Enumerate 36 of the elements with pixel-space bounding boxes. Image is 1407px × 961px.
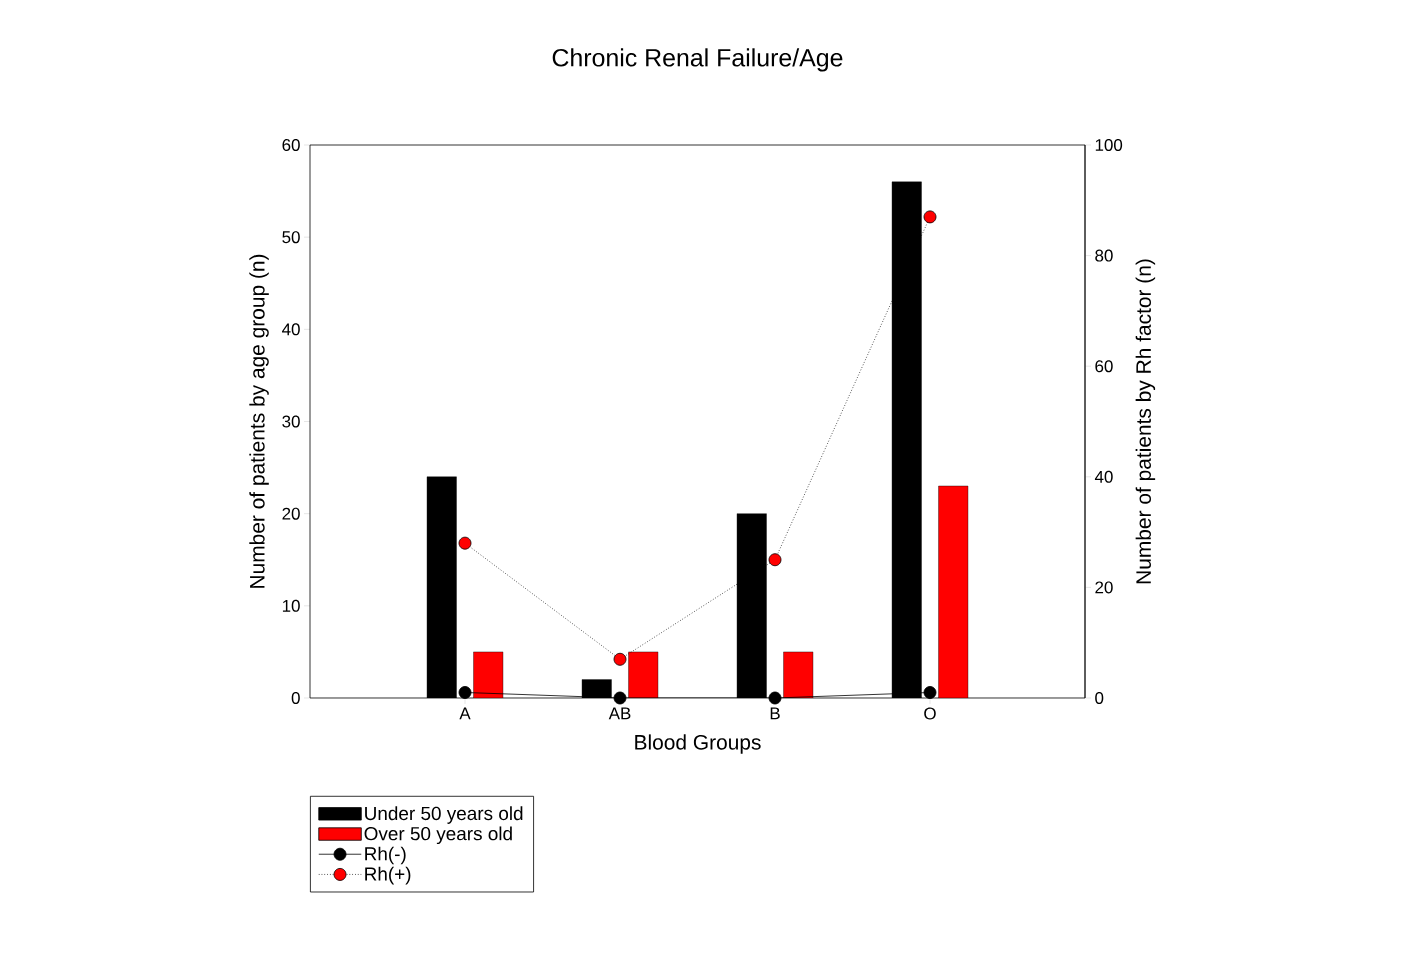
y-tick-label: 50 [282, 231, 300, 244]
y2-tick-label: 0 [1095, 692, 1104, 704]
point [923, 210, 937, 224]
y-tick-label: 0 [291, 692, 300, 704]
x-tick-label: B [770, 707, 780, 720]
x-tick-label: A [459, 707, 471, 720]
legend-label: Rh(-) [365, 846, 406, 865]
x-tick-label: O [924, 707, 936, 720]
point [613, 691, 627, 705]
legend-label: Over 50 years old [364, 826, 512, 845]
point [613, 652, 627, 666]
chart-title: Chronic Renal Failure/Age [552, 48, 843, 72]
y2-tick-label: 20 [1095, 581, 1113, 594]
y2-tick-label: 40 [1094, 470, 1113, 483]
bar [783, 651, 814, 698]
legend-label: Under 50 years old [365, 806, 523, 824]
y2-tick-label: 80 [1095, 249, 1113, 262]
x-tick-label: AB [608, 707, 631, 720]
point [458, 686, 472, 699]
y-tick-label: 10 [282, 599, 300, 612]
bar [938, 485, 969, 698]
y-tick-label: 60 [282, 139, 300, 151]
y2-tick-label: 100 [1095, 138, 1123, 151]
y2-tick-label: 60 [1095, 360, 1113, 373]
y-tick-label: 40 [282, 323, 300, 336]
y2-axis-title: Number of patients by Rh factor (n) [1135, 259, 1156, 584]
y-axis-title: Number of patients by age group (n) [249, 254, 269, 588]
x-axis-title: Blood Groups [635, 734, 761, 754]
legend-label: Rh(+) [365, 866, 411, 885]
point [923, 686, 937, 699]
point [458, 536, 472, 550]
bar [628, 651, 659, 698]
y-tick-label: 30 [282, 415, 300, 428]
point [768, 553, 782, 567]
y-tick-label: 20 [282, 507, 300, 520]
point [768, 691, 782, 705]
